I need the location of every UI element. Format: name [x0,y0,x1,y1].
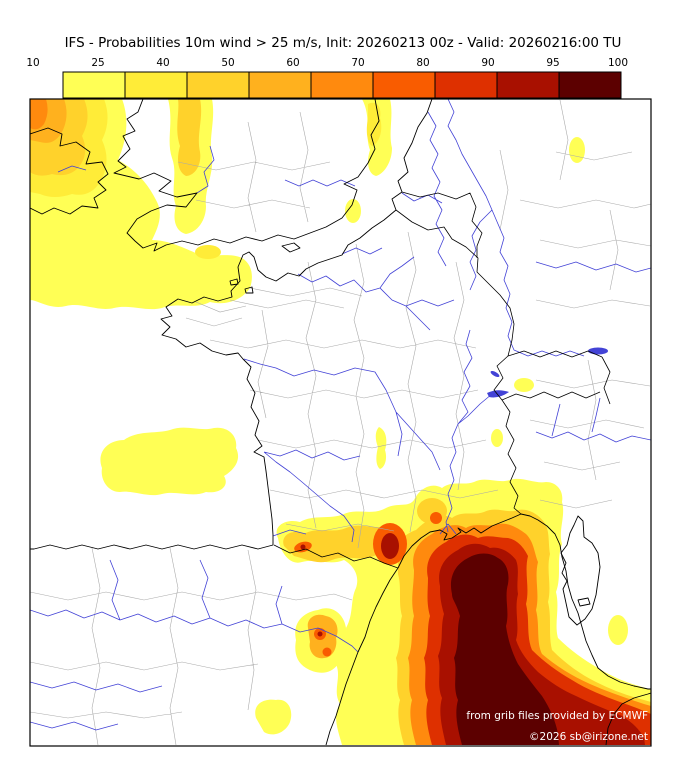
elba-coast [577,597,591,607]
legend-color-swatch [434,71,498,99]
britain-coast [113,99,380,252]
legend-tick: 40 [156,57,169,69]
central-france-sliver-contour-10 [375,427,387,469]
legend-color-bar [62,71,622,99]
coastlines [30,99,651,746]
languedoc-streak-contour-90 [300,544,306,550]
map-frame [29,98,652,747]
legend-color-swatch [186,71,250,99]
legend-color-swatch [62,71,126,99]
biscay-contour-10 [100,427,239,496]
rhone-valley-contour-70 [430,512,442,524]
ne-spain-contour-90 [317,631,323,637]
legend-tick: 50 [221,57,234,69]
legend-tick: 90 [481,57,494,69]
lake-geneva [487,390,509,398]
chart-title: IFS - Probabilities 10m wind > 25 m/s, I… [65,35,622,51]
legend-tick: 60 [286,57,299,69]
ne-spain-contour-70b [322,647,332,657]
east-corsica-spot-contour-10 [608,615,628,645]
channel-spot-contour-10 [345,199,361,223]
legend-tick-labels: 10 25 40 50 60 70 80 90 95 100 [26,57,628,69]
legend-tick: 70 [351,57,364,69]
languedoc-streak-contour-40 [283,525,403,563]
nw-atlantic-contour-60 [30,99,48,130]
rivers [30,99,651,731]
legend-tick: 10 [26,57,39,69]
legend-tick: 95 [546,57,559,69]
france-italy-med-coast [397,513,651,690]
legend-color-swatch [558,71,622,99]
legend-color-swatch [496,71,560,99]
map-area [30,99,651,746]
mediterranean-contour-95 [450,553,559,745]
legend: 10 25 40 50 60 70 80 90 95 100 [26,57,628,99]
lake-neuchatel [490,370,500,378]
credit-copyright: ©2026 sb@irizone.net [529,731,648,743]
jura-spot-contour-10 [514,378,534,392]
isle-of-wight-coast [281,242,301,253]
gulf-of-lion-contour-90 [381,533,399,559]
legend-tick: 25 [91,57,104,69]
legend-tick: 80 [416,57,429,69]
cornwall-spot-contour-25 [195,245,221,259]
legend-color-swatch [372,71,436,99]
region-boundaries [30,99,651,746]
legend-color-swatch [248,71,312,99]
alps-spot-contour-10 [491,429,503,447]
legend-tick: 100 [608,57,628,69]
legend-color-swatch [310,71,374,99]
ireland-coast [30,127,109,215]
lake-constance [588,347,608,355]
river-lines [30,99,651,731]
irish-sea-contour-40 [177,99,202,176]
corsica-coast [560,515,601,626]
continental-atlantic-coast [30,99,433,550]
legend-color-swatch [124,71,188,99]
department-boundaries [30,99,651,746]
country-borders [273,191,611,569]
probability-field [30,99,651,745]
spain-med-coast [325,567,399,746]
border-lines [273,191,611,569]
west-med-spot-contour-10 [255,699,292,735]
sardinia-coast [605,692,651,746]
channel-islands-coast [229,278,254,294]
credit-source: from grib files provided by ECMWF [466,710,648,722]
germany-spot-contour-10 [569,137,585,163]
